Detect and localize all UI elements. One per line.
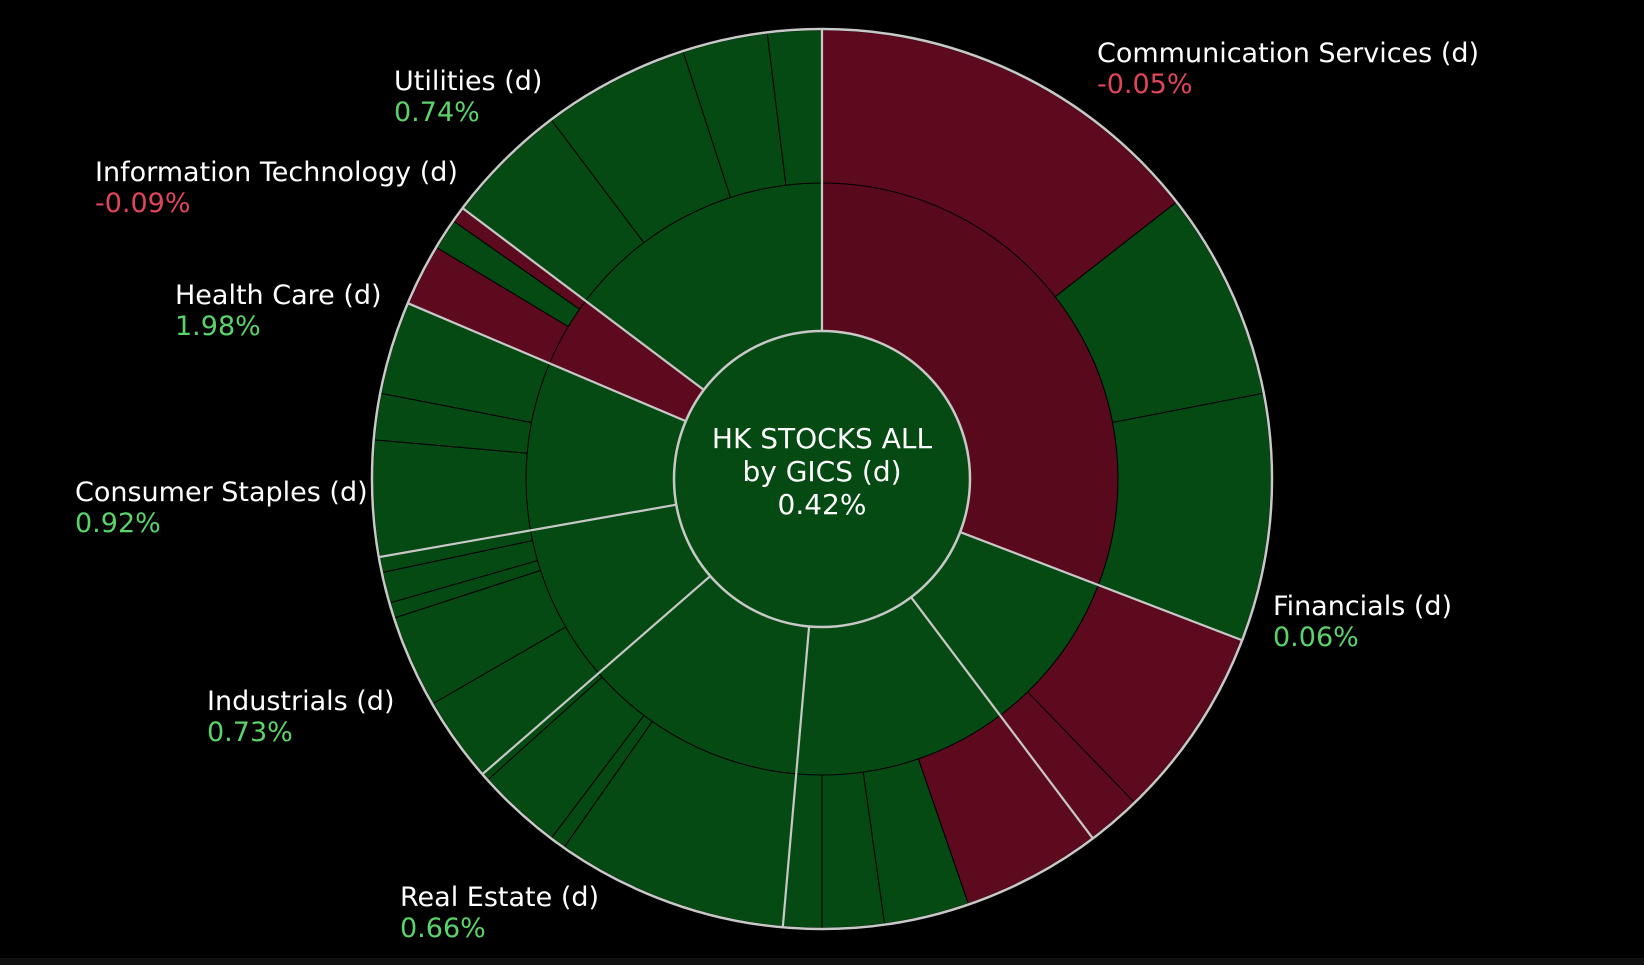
sector-divider bbox=[959, 531, 1242, 641]
sector-name: Health Care (d) bbox=[175, 280, 382, 311]
bottom-bar bbox=[0, 958, 1644, 965]
outer-ring-border bbox=[370, 27, 1274, 931]
center-label[interactable]: HK STOCKS ALL by GICS (d) 0.42% bbox=[672, 422, 972, 521]
chart-title: HK STOCKS ALL bbox=[711, 422, 933, 455]
sector-name: Real Estate (d) bbox=[400, 882, 600, 913]
sector-name: Utilities (d) bbox=[394, 66, 543, 97]
sector-name: Communication Services (d) bbox=[1097, 38, 1480, 69]
sector-label-communication-services[interactable]: Communication Services (d) -0.05% bbox=[1097, 38, 1479, 100]
center-disc[interactable] bbox=[672, 329, 972, 629]
sector-name: Information Technology (d) bbox=[95, 157, 458, 188]
sector-change: -0.05% bbox=[1097, 69, 1193, 100]
sector-change: 0.73% bbox=[207, 717, 293, 748]
sector-change: 0.06% bbox=[1273, 622, 1359, 653]
sector-divider bbox=[408, 302, 687, 423]
sector-label-consumer-staples[interactable]: Consumer Staples (d) 0.92% bbox=[75, 477, 368, 539]
sector-label-financials[interactable]: Financials (d) 0.06% bbox=[1273, 591, 1452, 653]
sector-label-health-care[interactable]: Health Care (d) 1.98% bbox=[175, 280, 382, 342]
sector-change: 0.66% bbox=[400, 913, 486, 944]
sector-divider bbox=[482, 575, 712, 775]
sector-name: Industrials (d) bbox=[207, 686, 395, 717]
sector-divider bbox=[910, 596, 1094, 839]
sector-divider bbox=[379, 503, 677, 559]
sector-label-utilities[interactable]: Utilities (d) 0.74% bbox=[394, 66, 542, 128]
sector-name: Consumer Staples (d) bbox=[75, 477, 368, 508]
sector-divider bbox=[462, 207, 705, 391]
total-change: 0.42% bbox=[777, 488, 867, 521]
sector-label-information-technology[interactable]: Information Technology (d) -0.09% bbox=[95, 157, 458, 219]
sector-label-real-estate[interactable]: Real Estate (d) 0.66% bbox=[400, 882, 599, 944]
sector-change: 0.74% bbox=[394, 97, 480, 128]
chart-subtitle: by GICS (d) bbox=[742, 455, 902, 488]
sector-divider bbox=[781, 626, 811, 927]
sector-label-industrials[interactable]: Industrials (d) 0.73% bbox=[207, 686, 394, 748]
sector-change: 0.92% bbox=[75, 508, 161, 539]
sector-name: Financials (d) bbox=[1273, 591, 1453, 622]
sector-change: -0.09% bbox=[95, 188, 191, 219]
sector-change: 1.98% bbox=[175, 311, 261, 342]
